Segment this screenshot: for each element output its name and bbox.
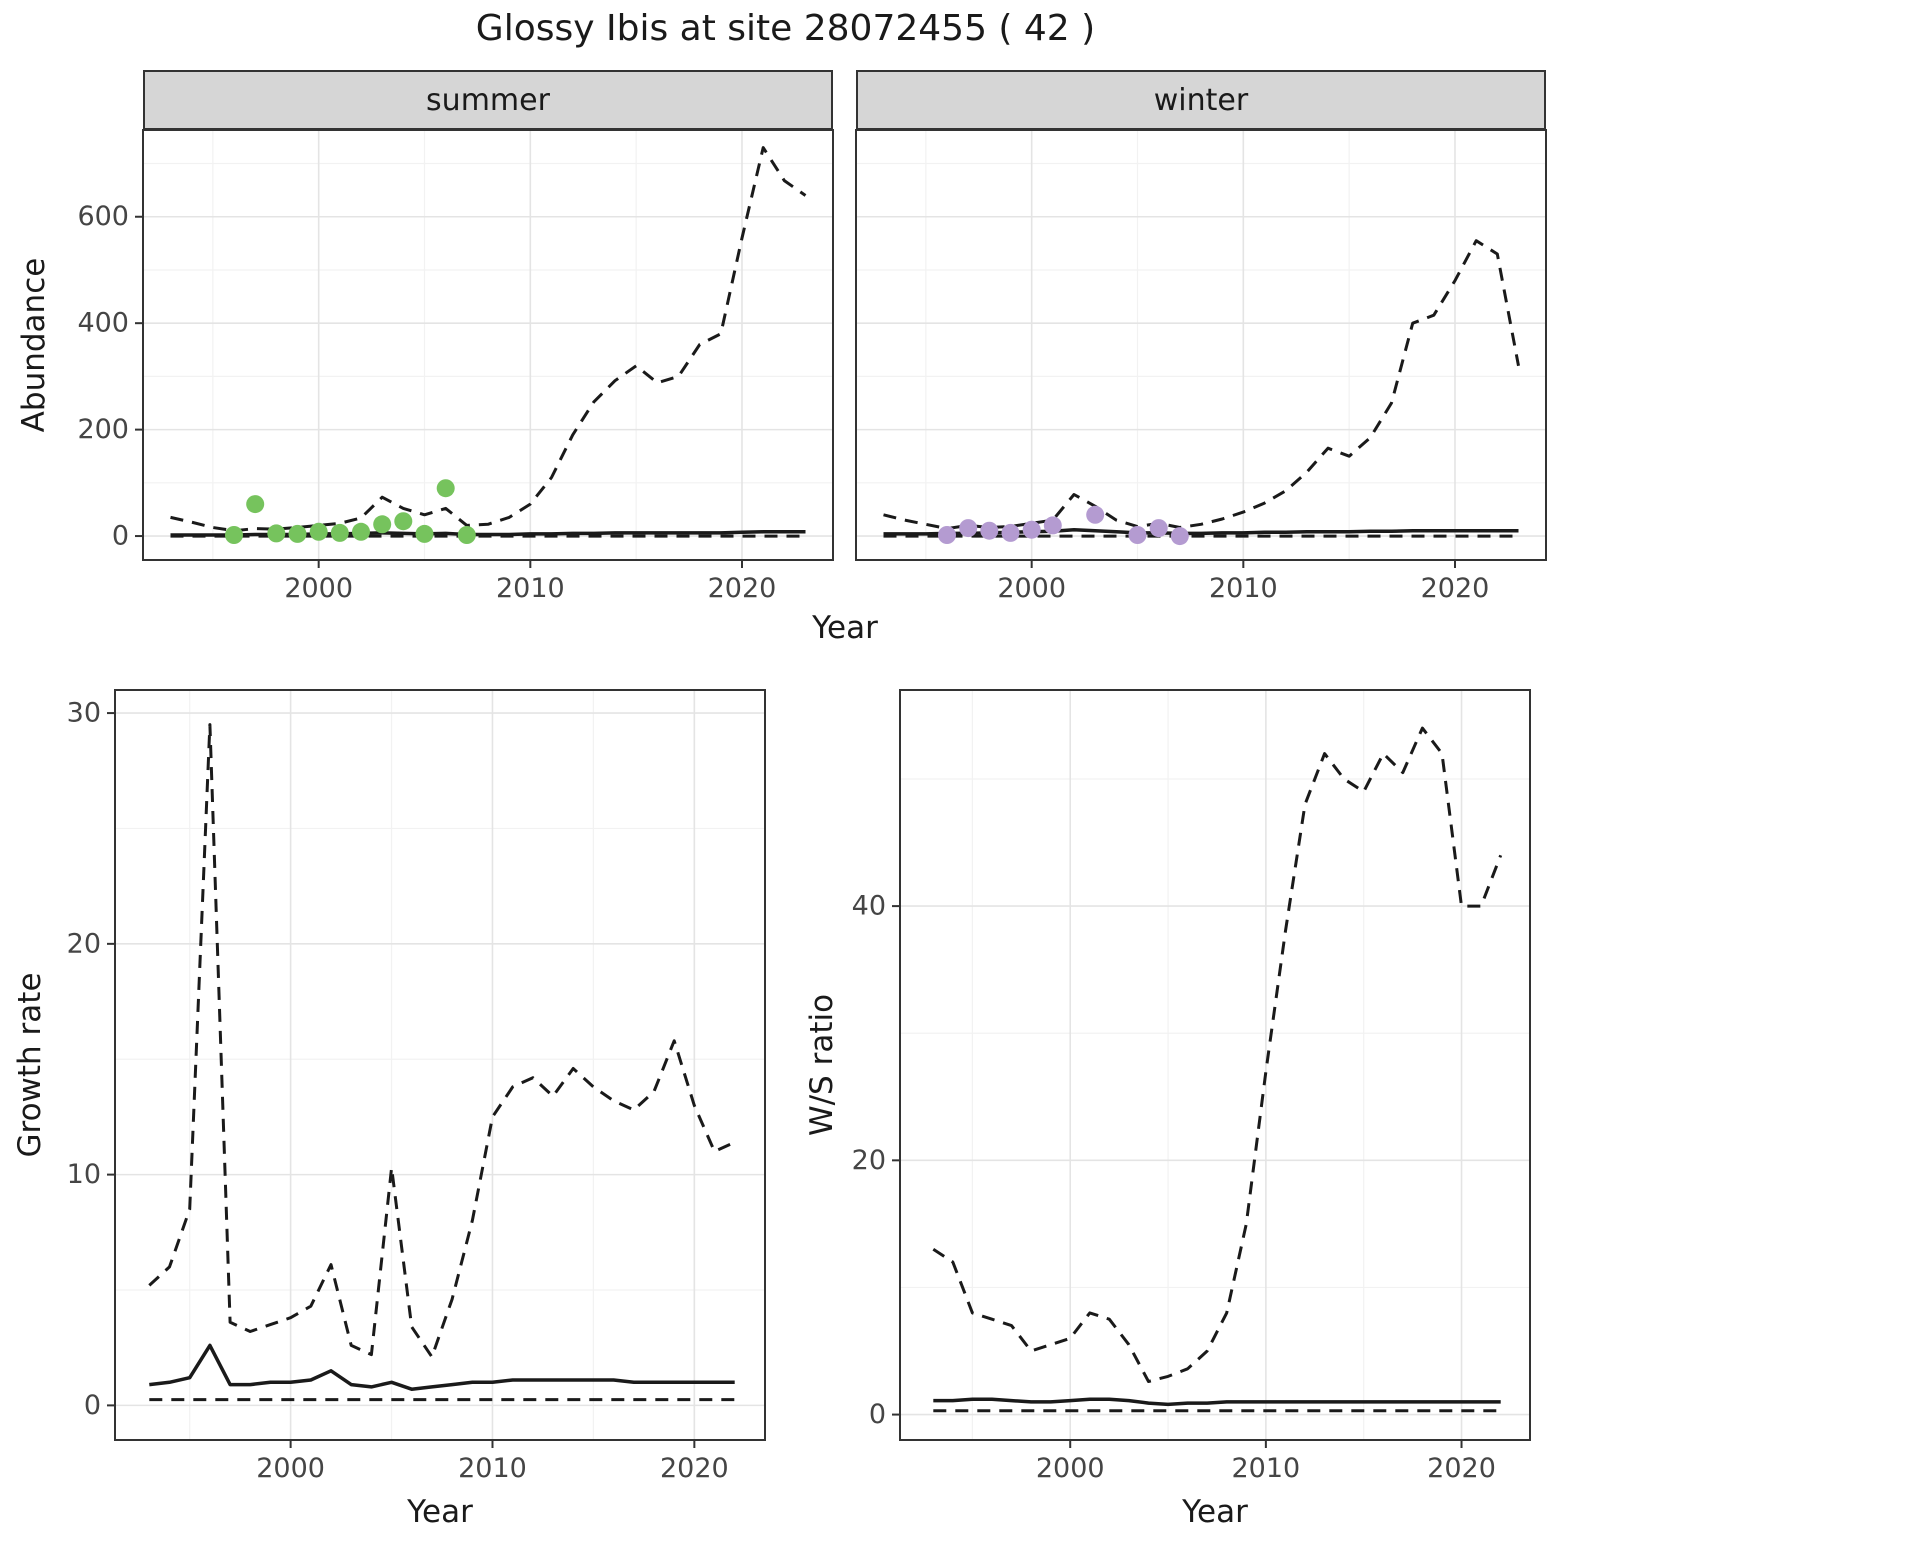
x-tick-label: 2010 [496,573,565,604]
x-tick-label: 2000 [1036,1453,1105,1484]
data-point [959,519,978,538]
year-axis-label-bottom-left: Year [407,1494,473,1530]
y-tick-label: 20 [852,1145,886,1176]
ws-ratio-axis-label: W/S ratio [804,993,840,1137]
series-median [149,1343,735,1391]
panel-border-abundance_winter [855,129,1547,561]
x-tick-label: 2020 [708,573,777,604]
data-point [1001,523,1020,542]
data-point [267,524,286,543]
panel-border-abundance_summer [142,129,834,561]
data-point [246,495,265,514]
y-tick-label: 40 [852,891,886,922]
y-tick-label: 400 [77,308,129,339]
y-tick-label: 200 [77,414,129,445]
series-upper_ci [932,726,1503,1383]
panel-bg-abundance_winter [856,130,1546,560]
series-upper_ci [148,723,736,1359]
data-point [330,523,349,542]
data-point [288,524,307,543]
x-tick-label: 2010 [1232,1453,1301,1484]
data-point [1022,520,1041,539]
data-point [352,522,370,541]
series-upper_ci [883,239,1520,531]
data-point [980,521,999,540]
facet-strip-winter: winter [856,70,1546,130]
facet-strip-summer-label: summer [426,82,550,118]
facet-strip-winter-label: winter [1153,82,1249,118]
x-tick-label: 2000 [256,1453,325,1484]
data-point [415,524,434,543]
x-tick-label: 2010 [1209,573,1278,604]
y-tick-label: 600 [77,201,129,232]
figure-title: Glossy Ibis at site 28072455 ( 42 ) [475,8,1096,49]
x-tick-label: 2020 [1427,1453,1496,1484]
facet-strip-summer: summer [143,70,833,130]
panel-border-growth_rate [114,689,766,1441]
growth-rate-axis-label: Growth rate [12,972,48,1158]
y-tick-label: 0 [869,1399,886,1430]
year-axis-label-bottom-right: Year [1182,1494,1248,1530]
x-tick-label: 2010 [458,1453,527,1484]
data-point [225,526,243,544]
data-point [1086,505,1105,524]
x-tick-label: 2020 [660,1453,729,1484]
y-tick-label: 30 [67,698,101,729]
data-point [309,522,328,541]
series-upper_ci [170,146,807,533]
data-point [1128,526,1147,544]
data-point [1043,516,1062,535]
data-point [938,526,956,544]
x-tick-label: 2000 [997,573,1066,604]
panel-bg-abundance_summer [143,130,833,560]
data-point [436,479,455,498]
data-point [457,526,476,544]
y-tick-label: 10 [67,1159,101,1190]
y-tick-label: 0 [84,1390,101,1421]
panel-border-ws_ratio [899,689,1531,1441]
y-tick-label: 20 [67,928,101,959]
data-point [394,512,413,531]
panel-bg-growth_rate [115,690,765,1440]
series-median [933,1397,1501,1407]
year-axis-label-top: Year [812,610,878,646]
data-point [1149,519,1168,538]
x-tick-label: 2000 [284,573,353,604]
data-point [1170,527,1189,546]
abundance-axis-label: Abundance [16,257,52,433]
panel-bg-ws_ratio [900,690,1530,1440]
y-tick-label: 0 [112,521,129,552]
data-point [373,515,392,534]
x-tick-label: 2020 [1421,573,1490,604]
